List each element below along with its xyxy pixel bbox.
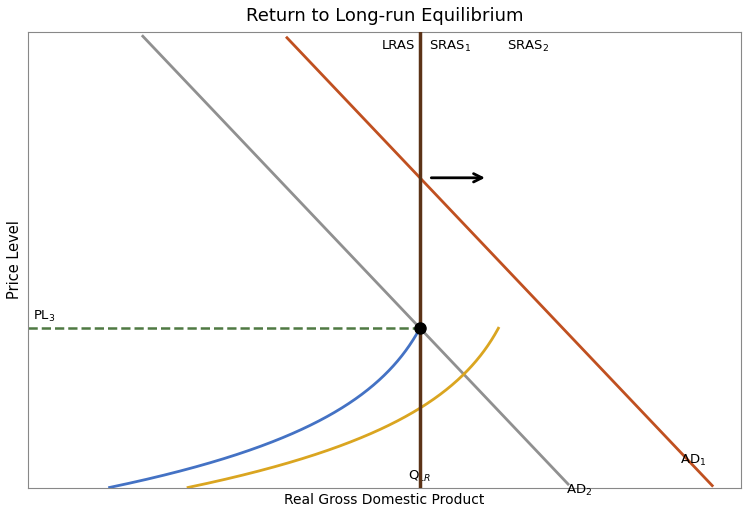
- X-axis label: Real Gross Domestic Product: Real Gross Domestic Product: [284, 493, 485, 507]
- Title: Return to Long-run Equilibrium: Return to Long-run Equilibrium: [245, 7, 523, 25]
- Text: AD$_2$: AD$_2$: [566, 483, 592, 498]
- Text: PL$_3$: PL$_3$: [33, 309, 56, 324]
- Text: LRAS: LRAS: [381, 39, 415, 52]
- Text: SRAS$_2$: SRAS$_2$: [507, 39, 549, 54]
- Text: AD$_1$: AD$_1$: [681, 453, 707, 468]
- Y-axis label: Price Level: Price Level: [7, 221, 22, 299]
- Text: Q$_{LR}$: Q$_{LR}$: [408, 469, 432, 484]
- Text: SRAS$_1$: SRAS$_1$: [429, 39, 470, 54]
